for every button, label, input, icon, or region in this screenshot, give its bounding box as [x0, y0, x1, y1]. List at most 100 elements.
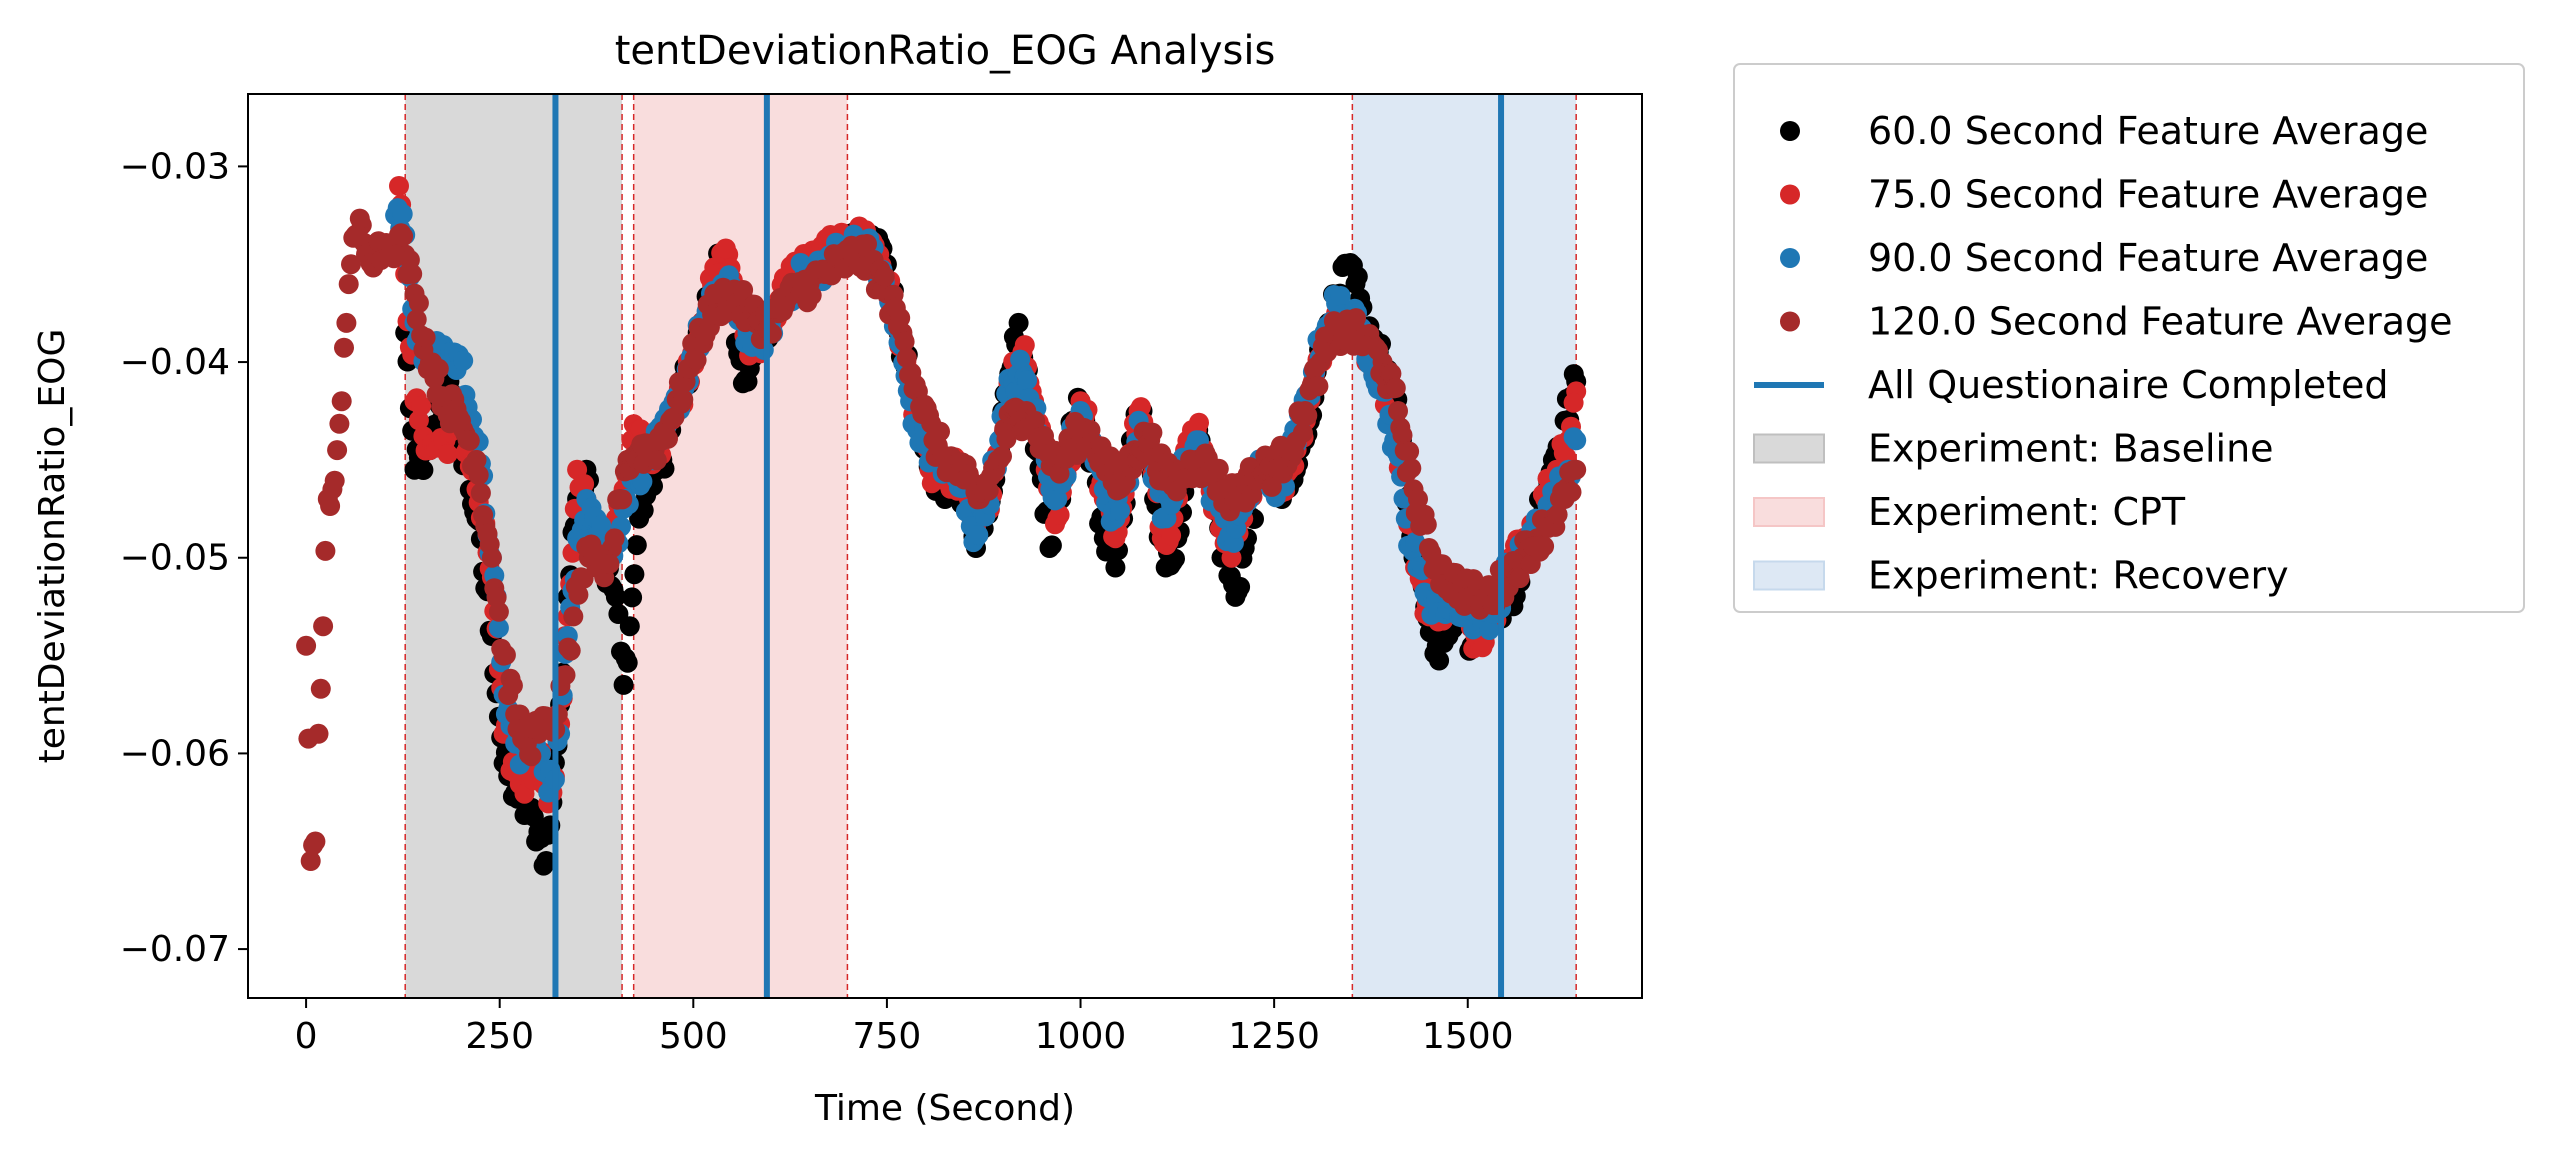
data-point [1429, 650, 1450, 671]
data-point [673, 389, 694, 410]
data-point [338, 274, 359, 295]
y-tick-label: −0.06 [120, 733, 230, 774]
data-point [523, 806, 544, 827]
data-point [1479, 620, 1500, 640]
data-point [313, 616, 334, 637]
data-point [413, 460, 434, 480]
y-axis-label: tentDeviationRatio_EOG [32, 329, 73, 764]
y-tick-label: −0.07 [120, 929, 230, 970]
data-point [1041, 535, 1062, 556]
data-point [894, 331, 915, 352]
data-point [930, 421, 950, 442]
data-point [392, 204, 413, 224]
data-point [1045, 490, 1065, 511]
data-point [599, 553, 620, 574]
data-point [1306, 356, 1327, 377]
data-point [415, 327, 436, 348]
data-point [1110, 500, 1130, 521]
data-point [996, 429, 1017, 450]
x-tick-label: 250 [465, 1016, 534, 1057]
data-point [1563, 364, 1584, 385]
data-point [608, 604, 629, 624]
data-point [890, 307, 911, 328]
data-point [1563, 427, 1584, 448]
data-point [437, 444, 458, 464]
data-point [1208, 458, 1229, 479]
data-point [591, 515, 612, 536]
plot-frame [247, 93, 1643, 999]
data-point [563, 606, 584, 627]
data-point [1025, 410, 1046, 431]
phase-band-2 [633, 94, 848, 998]
data-point [298, 728, 319, 749]
legend-item: 60.0 Second Feature Average [1780, 109, 2428, 153]
data-point [300, 851, 321, 871]
data-point [1261, 476, 1282, 497]
data-point [1433, 633, 1454, 653]
data-point [613, 674, 634, 695]
data-point [324, 470, 345, 491]
data-point [1297, 405, 1318, 426]
legend-label: 60.0 Second Feature Average [1868, 109, 2428, 153]
data-point [310, 678, 331, 699]
data-point [1388, 401, 1408, 421]
x-tick-label: 750 [853, 1016, 922, 1057]
questionnaire-lines [552, 94, 1505, 998]
data-point [1308, 376, 1329, 397]
data-point [1401, 458, 1422, 479]
data-point [533, 855, 554, 876]
data-point [1385, 378, 1406, 398]
legend-item: All Questionaire Completed [1754, 363, 2389, 407]
data-point [1010, 349, 1031, 370]
data-point [334, 337, 354, 358]
data-point [470, 483, 491, 503]
data-point [646, 450, 667, 471]
data-point [459, 430, 480, 451]
data-point [1161, 525, 1182, 546]
x-tick-label: 500 [659, 1016, 728, 1057]
data-point [341, 254, 361, 275]
legend-label: Experiment: Recovery [1868, 554, 2289, 598]
legend-label: Experiment: CPT [1868, 490, 2186, 534]
series-4 [296, 208, 1587, 871]
data-point [1408, 489, 1428, 510]
x-tick-label: 0 [295, 1016, 318, 1057]
axes: 0 250 500 750 1000 1250 1500 −0.03 −0.04 −0.05 −0.… [120, 146, 1514, 1057]
data-point [1330, 286, 1351, 306]
data-point [801, 285, 822, 306]
data-point [327, 440, 348, 461]
data-point [624, 564, 645, 585]
data-point [331, 391, 352, 412]
legend-item: Experiment: CPT [1753, 490, 2186, 534]
data-point [857, 234, 877, 254]
legend-item: 90.0 Second Feature Average [1780, 236, 2428, 280]
data-point [574, 474, 595, 494]
scatter-points [296, 176, 1587, 876]
data-point [568, 584, 589, 605]
legend-box [1733, 63, 2525, 613]
legend-item: Experiment: Baseline [1753, 427, 2274, 471]
data-point [874, 266, 895, 287]
legend-marker [1780, 121, 1800, 141]
data-point [521, 746, 542, 767]
data-point [632, 471, 653, 492]
data-point [560, 640, 581, 661]
legend-patch-swatch [1753, 560, 1825, 591]
x-tick-label: 1250 [1228, 1016, 1320, 1057]
data-point [402, 263, 423, 284]
data-point [657, 428, 678, 449]
data-point [495, 645, 516, 665]
data-point [1563, 459, 1584, 480]
y-tick-label: −0.04 [120, 342, 230, 383]
legend-item: Experiment: Recovery [1753, 554, 2289, 598]
legend-label: 75.0 Second Feature Average [1868, 173, 2428, 217]
x-tick-label: 1000 [1035, 1016, 1127, 1057]
data-point [1509, 568, 1530, 589]
data-point [1347, 266, 1368, 287]
data-point [408, 293, 429, 313]
legend-label: Experiment: Baseline [1868, 427, 2274, 471]
legend-item: 75.0 Second Feature Average [1780, 173, 2428, 217]
data-point [1416, 514, 1437, 535]
data-point [320, 496, 341, 516]
